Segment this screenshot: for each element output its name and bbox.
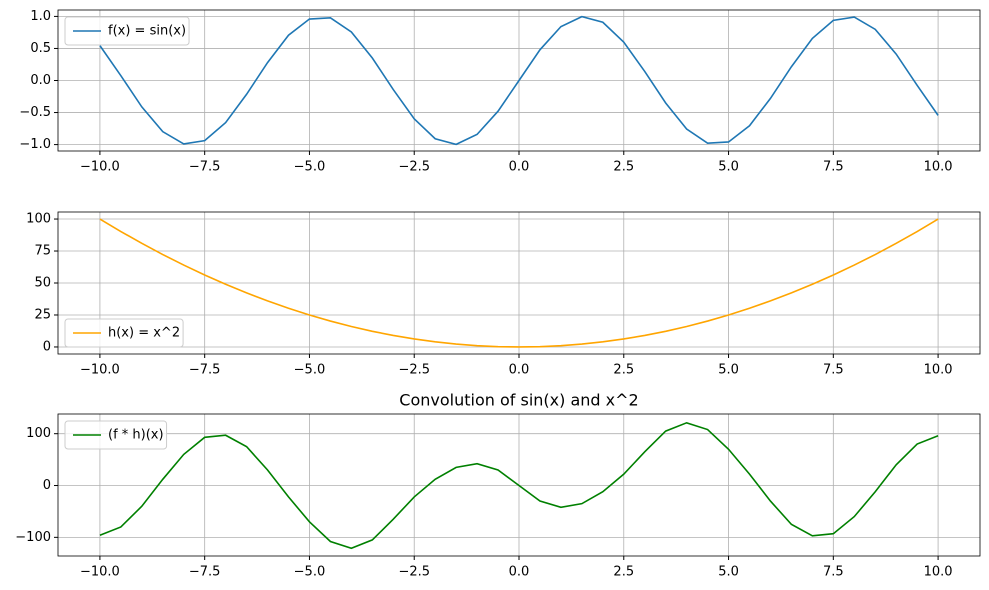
subplot: −10.0 −7.5 −5.0 −2.5 0.0 2.5 5.0 7.5 10.0 0 25 50 75… — [26, 211, 981, 378]
x-tick-label: 2.5 — [613, 565, 634, 580]
x-tick-label: −2.5 — [398, 363, 430, 378]
x-tick-label: 5.0 — [718, 160, 739, 175]
x-tick-label: 7.5 — [823, 363, 844, 378]
x-tick-label: 10.0 — [924, 160, 953, 175]
x-tick-label: −10.0 — [80, 160, 120, 175]
x-tick-label: −10.0 — [80, 565, 120, 580]
chart-title: Convolution of sin(x) and x^2 — [399, 391, 638, 410]
legend-box — [64, 16, 190, 46]
x-tick-label: 5.0 — [718, 565, 739, 580]
y-tick-label: 100 — [26, 426, 51, 441]
x-tick-label: 10.0 — [924, 565, 953, 580]
x-tick-label: −5.0 — [294, 160, 326, 175]
legend: f(x) = sin(x) — [64, 16, 190, 46]
x-tick-label: 2.5 — [613, 363, 634, 378]
data-line — [99, 15, 939, 146]
x-tick-label: 0.0 — [509, 565, 530, 580]
y-tick-label: −100 — [15, 530, 51, 545]
legend-box — [64, 420, 168, 450]
x-tick-label: 0.0 — [509, 363, 530, 378]
axes-frame — [57, 413, 981, 557]
x-tick-label: −7.5 — [189, 160, 221, 175]
y-tick-label: 0.0 — [30, 73, 51, 88]
x-tick-label: −10.0 — [80, 363, 120, 378]
y-tick-label: 50 — [34, 276, 51, 291]
x-tick-label: 7.5 — [823, 565, 844, 580]
axes-frame — [57, 9, 981, 152]
x-tick-label: −2.5 — [398, 565, 430, 580]
legend-label: (f * h)(x) — [108, 428, 164, 443]
y-tick-label: −1.0 — [19, 137, 51, 152]
legend: h(x) = x^2 — [64, 318, 184, 348]
data-line — [99, 218, 939, 348]
subplot: −10.0 −7.5 −5.0 −2.5 0.0 2.5 5.0 7.5 10.0 −100 0 10… — [15, 391, 981, 580]
x-tick-label: 2.5 — [613, 160, 634, 175]
x-tick-label: −7.5 — [189, 565, 221, 580]
x-tick-label: −5.0 — [294, 565, 326, 580]
legend-box — [64, 318, 184, 348]
x-tick-label: −5.0 — [294, 363, 326, 378]
legend-label: f(x) = sin(x) — [108, 24, 186, 39]
x-tick-label: 0.0 — [509, 160, 530, 175]
subplot: −10.0 −7.5 −5.0 −2.5 0.0 2.5 5.0 7.5 10.0 −1.0 −0.… — [19, 9, 981, 175]
y-tick-label: 100 — [26, 212, 51, 227]
legend-label: h(x) = x^2 — [108, 326, 180, 341]
y-tick-label: 75 — [34, 244, 51, 259]
x-tick-label: −7.5 — [189, 363, 221, 378]
x-tick-label: 10.0 — [924, 363, 953, 378]
y-tick-label: 0 — [43, 339, 51, 354]
y-tick-label: −0.5 — [19, 105, 51, 120]
y-tick-label: 0.5 — [30, 41, 51, 56]
axes-frame — [57, 211, 981, 355]
x-tick-label: 5.0 — [718, 363, 739, 378]
legend: (f * h)(x) — [64, 420, 168, 450]
x-tick-label: −2.5 — [398, 160, 430, 175]
data-line — [99, 421, 939, 550]
x-tick-label: 7.5 — [823, 160, 844, 175]
y-tick-label: 0 — [43, 478, 51, 493]
y-tick-label: 25 — [34, 307, 51, 322]
y-tick-label: 1.0 — [30, 9, 51, 24]
